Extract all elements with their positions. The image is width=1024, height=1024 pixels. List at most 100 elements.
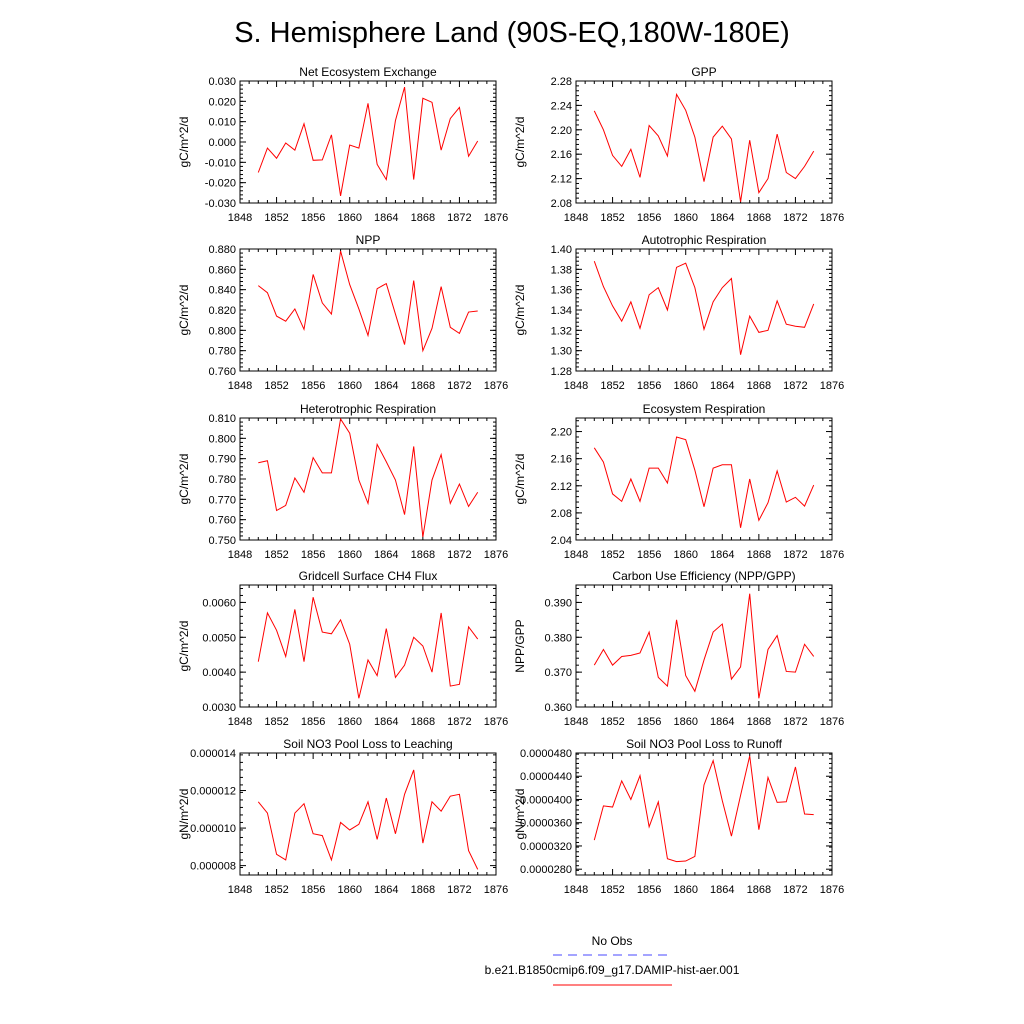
chart-7: Gridcell Surface CH4 Flux gC/m^2/d 1848 185… <box>177 569 508 728</box>
chart-5-xtick-label: 1876 <box>484 549 508 561</box>
chart-1-ytick-label: -0.030 <box>205 198 236 210</box>
chart-8-xtick-label: 1848 <box>564 716 588 728</box>
chart-7-xtick-label: 1872 <box>447 716 471 728</box>
chart-6: Ecosystem Respiration gC/m^2/d 1848 1852 185… <box>513 402 844 561</box>
chart-7-xtick-label: 1852 <box>264 716 288 728</box>
chart-5-xtick-label: 1860 <box>337 549 361 561</box>
chart-10-series-line <box>593 755 814 863</box>
chart-9-ytick-label: 0.000008 <box>190 861 236 873</box>
legend: No Obs b.e21.B1850cmip6.f09_g17.DAMIP-hi… <box>485 934 740 986</box>
chart-9-xtick-label: 1848 <box>228 884 252 896</box>
chart-1: Net Ecosystem Exchange gC/m^2/d 1848 1852 18… <box>177 65 508 224</box>
chart-10-xtick-label: 1868 <box>747 884 771 896</box>
chart-5-ytick-label: 0.780 <box>208 474 236 486</box>
chart-2-ytick-label: 2.12 <box>551 174 572 186</box>
chart-3: NPP gC/m^2/d 1848 1852 1856 1860 1864 1868 1872 1… <box>177 233 508 392</box>
chart-7-ytick-label: 0.0040 <box>202 667 236 679</box>
chart-9-title: Soil NO3 Pool Loss to Leaching <box>283 737 452 751</box>
chart-1-xtick-label: 1852 <box>264 212 288 224</box>
chart-5-ylabel: gC/m^2/d <box>177 454 191 505</box>
chart-9: Soil NO3 Pool Loss to Leaching gN/m^2/d 18… <box>177 737 508 896</box>
chart-3-series-line <box>257 250 478 353</box>
chart-8-ylabel: NPP/GPP <box>513 619 527 672</box>
chart-8: Carbon Use Efficiency (NPP/GPP) NPP/GPP 18… <box>513 569 844 728</box>
chart-9-xtick-label: 1852 <box>264 884 288 896</box>
chart-10: Soil NO3 Pool Loss to Runoff gN/m^2/d 1848… <box>513 737 844 896</box>
chart-1-ytick-label: 0.020 <box>208 96 236 108</box>
chart-4-ytick-label: 1.38 <box>551 264 572 276</box>
chart-7-ytick-label: 0.0050 <box>202 632 236 644</box>
chart-2-xtick-label: 1860 <box>673 212 697 224</box>
chart-2-title: GPP <box>691 65 716 79</box>
chart-10-frame <box>575 752 833 876</box>
chart-10-ytick-label: 0.0000440 <box>520 771 572 783</box>
chart-10-xtick-label: 1876 <box>820 884 844 896</box>
chart-10-title: Soil NO3 Pool Loss to Runoff <box>626 737 783 751</box>
chart-2-xtick-label: 1872 <box>783 212 807 224</box>
chart-2-ytick-label: 2.16 <box>551 149 572 161</box>
chart-9-xtick-label: 1860 <box>337 884 361 896</box>
chart-8-xtick-label: 1872 <box>783 716 807 728</box>
chart-3-ytick-label: 0.860 <box>208 264 236 276</box>
chart-4-xtick-label: 1860 <box>673 380 697 392</box>
chart-2-ylabel: gC/m^2/d <box>513 117 527 168</box>
chart-8-title: Carbon Use Efficiency (NPP/GPP) <box>612 569 795 583</box>
chart-6-xtick-label: 1864 <box>710 549 734 561</box>
chart-5-xtick-label: 1872 <box>447 549 471 561</box>
chart-4-title: Autotrophic Respiration <box>642 233 767 247</box>
chart-2-xtick-label: 1856 <box>637 212 661 224</box>
chart-9-xtick-label: 1868 <box>411 884 435 896</box>
chart-6-xtick-label: 1876 <box>820 549 844 561</box>
chart-8-xtick-label: 1876 <box>820 716 844 728</box>
chart-5-frame <box>239 417 497 541</box>
chart-6-xtick-label: 1872 <box>783 549 807 561</box>
chart-6-ytick-label: 2.16 <box>551 454 572 466</box>
legend-label-obs: No Obs <box>592 934 633 948</box>
chart-8-ytick-label: 0.390 <box>544 597 572 609</box>
chart-2-xtick-label: 1852 <box>600 212 624 224</box>
chart-5-ytick-label: 0.760 <box>208 515 236 527</box>
chart-8-ytick-label: 0.380 <box>544 632 572 644</box>
chart-6-xtick-label: 1848 <box>564 549 588 561</box>
chart-3-ytick-label: 0.880 <box>208 244 236 256</box>
chart-3-xtick-label: 1876 <box>484 380 508 392</box>
chart-2: GPP gC/m^2/d 1848 1852 1856 1860 1864 1868 1872 1… <box>513 65 844 224</box>
chart-9-xtick-label: 1864 <box>374 884 398 896</box>
chart-4-xtick-label: 1872 <box>783 380 807 392</box>
chart-6-xtick-label: 1856 <box>637 549 661 561</box>
chart-1-xtick-label: 1872 <box>447 212 471 224</box>
figure-title: S. Hemisphere Land (90S-EQ,180W-180E) <box>234 17 790 49</box>
chart-6-frame <box>575 417 833 541</box>
chart-5-ytick-label: 0.790 <box>208 454 236 466</box>
chart-8-ytick-label: 0.360 <box>544 702 572 714</box>
chart-10-xtick-label: 1856 <box>637 884 661 896</box>
chart-3-xtick-label: 1872 <box>447 380 471 392</box>
chart-2-xtick-label: 1864 <box>710 212 734 224</box>
chart-4-ytick-label: 1.28 <box>551 366 572 378</box>
chart-10-xtick-label: 1848 <box>564 884 588 896</box>
chart-6-xtick-label: 1860 <box>673 549 697 561</box>
chart-5-ytick-label: 0.800 <box>208 433 236 445</box>
chart-2-ytick-label: 2.20 <box>551 125 572 137</box>
chart-2-ytick-label: 2.08 <box>551 198 572 210</box>
chart-4-xtick-label: 1876 <box>820 380 844 392</box>
chart-3-ytick-label: 0.820 <box>208 305 236 317</box>
chart-9-ytick-label: 0.000014 <box>190 748 236 760</box>
chart-9-ylabel: gN/m^2/d <box>177 789 191 840</box>
chart-2-ytick-label: 2.28 <box>551 76 572 88</box>
chart-7-title: Gridcell Surface CH4 Flux <box>299 569 438 583</box>
chart-4-ytick-label: 1.32 <box>551 325 572 337</box>
chart-1-series-line <box>257 86 479 196</box>
chart-6-xtick-label: 1852 <box>600 549 624 561</box>
chart-6-ytick-label: 2.08 <box>551 508 572 520</box>
chart-5-series-line <box>258 417 479 538</box>
chart-7-series-line <box>257 597 479 699</box>
chart-1-xtick-label: 1860 <box>337 212 361 224</box>
chart-5-xtick-label: 1868 <box>411 549 435 561</box>
chart-1-xtick-label: 1848 <box>228 212 252 224</box>
chart-8-series-line <box>593 593 815 699</box>
chart-1-ytick-label: 0.000 <box>208 137 236 149</box>
chart-1-ytick-label: -0.010 <box>205 157 236 169</box>
chart-2-ytick-label: 2.24 <box>551 100 572 112</box>
